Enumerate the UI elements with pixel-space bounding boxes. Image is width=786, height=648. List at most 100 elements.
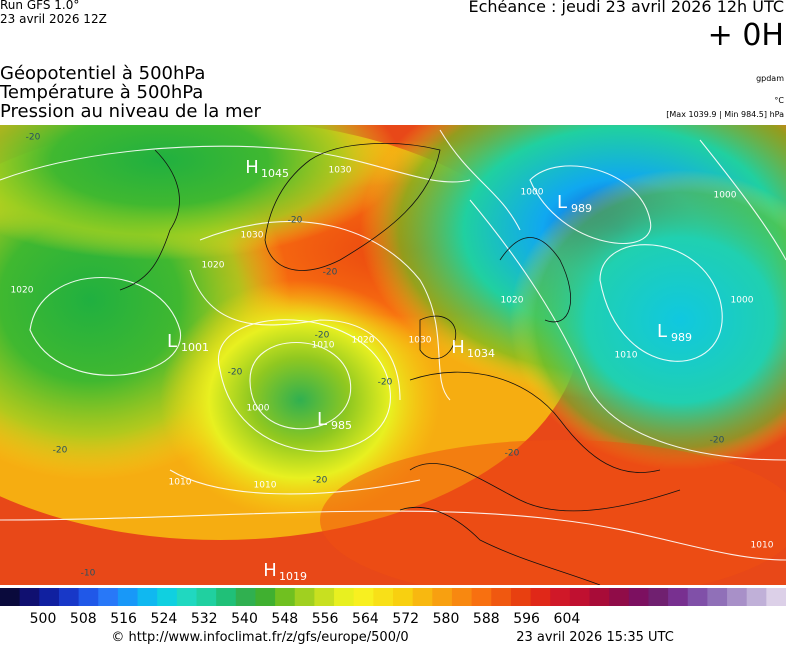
colorbar-swatch <box>648 588 669 606</box>
colorbar-swatch <box>550 588 571 606</box>
isobar-label: 1000 <box>731 296 754 306</box>
colorbar-swatch <box>157 588 178 606</box>
colorbar-swatch <box>412 588 433 606</box>
colorbar-label: 540 <box>231 611 258 627</box>
colorbar-label: 532 <box>191 611 218 627</box>
isobar-label: 1020 <box>11 286 34 296</box>
pressure-center-type: H <box>245 157 259 178</box>
isotherm-label: -20 <box>228 368 243 378</box>
unit: [Max 1039.9 | Min 984.5] hPa <box>666 110 784 119</box>
colorbar-swatch <box>589 588 610 606</box>
colorbar-label: 548 <box>271 611 298 627</box>
pressure-center-type: H <box>263 560 277 581</box>
colorbar-swatch <box>137 588 158 606</box>
pressure-center-value: 989 <box>671 331 692 344</box>
colorbar-swatch <box>491 588 512 606</box>
title: Pression au niveau de la mer <box>0 101 261 122</box>
colorbar-swatch <box>471 588 492 606</box>
colorbar-swatch <box>334 588 355 606</box>
colorbar-swatch <box>235 588 256 606</box>
pressure-center-value: 1034 <box>467 347 495 360</box>
colorbar-swatch <box>628 588 649 606</box>
pressure-center-type: L <box>657 321 667 342</box>
isobar-label: 1020 <box>501 296 524 306</box>
pressure-center-type: H <box>451 337 465 358</box>
colorbar-swatch <box>216 588 237 606</box>
colorbar-swatch <box>393 588 414 606</box>
isobar-label: 1000 <box>521 188 544 198</box>
colorbar-swatch <box>78 588 99 606</box>
isobar-label: 1020 <box>352 336 375 346</box>
isotherm-label: -10 <box>81 569 96 579</box>
colorbar-swatch <box>707 588 728 606</box>
colorbar-swatch <box>451 588 473 606</box>
isobar-label: 1010 <box>169 478 192 488</box>
isobar-label: 1010 <box>254 481 277 491</box>
generated-date: 23 avril 2026 15:35 UTC <box>516 630 674 645</box>
colorbar-swatch <box>117 588 139 606</box>
pressure-center-value: 1045 <box>261 167 289 180</box>
unit: °C <box>774 96 784 105</box>
colorbar-swatch <box>0 588 21 606</box>
colorbar-swatch <box>510 588 532 606</box>
colorbar-label: 556 <box>312 611 339 627</box>
colorbar-swatch <box>314 588 335 606</box>
colorbar-label: 580 <box>433 611 460 627</box>
colorbar-label: 508 <box>70 611 97 627</box>
source-url[interactable]: © http://www.infoclimat.fr/z/gfs/europe/… <box>111 630 409 645</box>
colorbar-swatch <box>766 588 786 606</box>
colorbar-swatch <box>569 588 590 606</box>
isotherm-label: -20 <box>288 216 303 226</box>
colorbar-swatch <box>668 588 689 606</box>
colorbar-swatch <box>746 588 767 606</box>
colorbar-swatch <box>176 588 197 606</box>
isobar-label: 1010 <box>615 351 638 361</box>
title: Géopotentiel à 500hPa <box>0 63 206 84</box>
run-label: Run GFS 1.0° <box>0 0 80 12</box>
isotherm-label: -20 <box>710 436 725 446</box>
isobar-label: 1010 <box>312 341 335 351</box>
colorbar-label: 516 <box>110 611 137 627</box>
title: Température à 500hPa <box>0 82 204 103</box>
isobar-label: 1000 <box>247 404 270 414</box>
colorbar-swatch <box>609 588 630 606</box>
isotherm-label: -20 <box>26 133 41 143</box>
pressure-center-value: 985 <box>331 419 352 432</box>
colorbar-swatch <box>727 588 748 606</box>
colorbar-swatch <box>294 588 315 606</box>
pressure-center-value: 1001 <box>181 341 209 354</box>
colorbar-swatch <box>19 588 40 606</box>
pressure-center-type: L <box>557 192 567 213</box>
colorbar-swatch <box>39 588 60 606</box>
isotherm-label: -20 <box>313 476 328 486</box>
isotherm-label: -20 <box>53 446 68 456</box>
colorbar-swatch <box>353 588 374 606</box>
isobar-label: 1030 <box>409 336 432 346</box>
run-date: 23 avril 2026 12Z <box>0 12 107 26</box>
colorbar-swatch <box>373 588 394 606</box>
colorbar-swatch <box>58 588 80 606</box>
isotherm-label: -20 <box>378 378 393 388</box>
pressure-center-value: 1019 <box>279 570 307 583</box>
valid-time: Echéance : jeudi 23 avril 2026 12h UTC <box>468 0 784 16</box>
isobar-label: 1020 <box>202 261 225 271</box>
colorbar-swatch <box>196 588 217 606</box>
colorbar-label: 500 <box>30 611 57 627</box>
unit: gpdam <box>756 74 784 83</box>
colorbar-label: 564 <box>352 611 379 627</box>
pressure-center-type: L <box>317 409 327 430</box>
isotherm-label: -20 <box>505 449 520 459</box>
colorbar-swatch <box>687 588 708 606</box>
colorbar-swatch <box>432 588 453 606</box>
pressure-center-type: L <box>167 331 177 352</box>
colorbar-label: 596 <box>513 611 540 627</box>
isobar-label: 1030 <box>241 231 264 241</box>
colorbar-swatch <box>275 588 296 606</box>
colorbar-swatch <box>530 588 551 606</box>
isobar-label: 1030 <box>329 166 352 176</box>
isobar-label: 1010 <box>751 541 774 551</box>
lead-time: + 0H <box>707 18 784 53</box>
colorbar-swatch <box>255 588 276 606</box>
